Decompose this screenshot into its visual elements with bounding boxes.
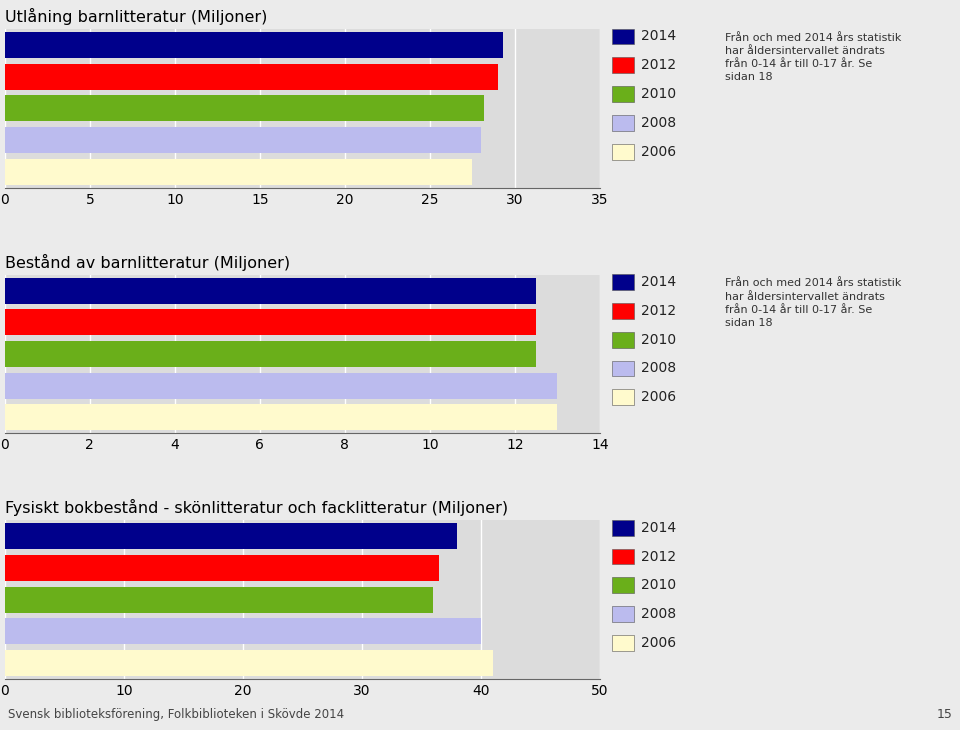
Bar bbox=[5, 523, 457, 549]
Bar bbox=[5, 341, 537, 367]
Text: 2014: 2014 bbox=[641, 29, 677, 44]
Text: Från och med 2014 års statistik
har åldersintervallet ändrats
från 0-14 år till : Från och med 2014 års statistik har ålde… bbox=[725, 278, 901, 328]
Text: 2014: 2014 bbox=[641, 275, 677, 289]
Text: 2008: 2008 bbox=[641, 116, 677, 130]
Text: 2014: 2014 bbox=[641, 520, 677, 535]
Text: Från och med 2014 års statistik
har åldersintervallet ändrats
från 0-14 år till : Från och med 2014 års statistik har ålde… bbox=[725, 33, 901, 82]
Bar bbox=[5, 650, 492, 676]
Bar bbox=[5, 32, 503, 58]
Bar bbox=[5, 159, 472, 185]
Bar bbox=[5, 587, 433, 612]
Text: Bestånd av barnlitteratur (Miljoner): Bestånd av barnlitteratur (Miljoner) bbox=[5, 254, 290, 271]
Text: Svensk biblioteksförening, Folkbiblioteken i Skövde 2014: Svensk biblioteksförening, Folkbibliotek… bbox=[8, 708, 344, 721]
Text: 2006: 2006 bbox=[641, 636, 677, 650]
Text: 2010: 2010 bbox=[641, 87, 677, 101]
Text: 2008: 2008 bbox=[641, 607, 677, 621]
Bar bbox=[5, 277, 537, 304]
Text: Utlåning barnlitteratur (Miljoner): Utlåning barnlitteratur (Miljoner) bbox=[5, 8, 267, 26]
Text: 2012: 2012 bbox=[641, 304, 677, 318]
Bar bbox=[5, 64, 498, 90]
Text: 2012: 2012 bbox=[641, 550, 677, 564]
Bar bbox=[5, 555, 440, 581]
Text: 2010: 2010 bbox=[641, 578, 677, 592]
Bar bbox=[5, 373, 558, 399]
Bar bbox=[5, 404, 558, 431]
Text: 2006: 2006 bbox=[641, 145, 677, 158]
Bar bbox=[5, 310, 537, 335]
Text: Fysiskt bokbestånd - skönlitteratur och facklitteratur (Miljoner): Fysiskt bokbestånd - skönlitteratur och … bbox=[5, 499, 508, 517]
Text: 2010: 2010 bbox=[641, 333, 677, 347]
Bar bbox=[5, 96, 485, 121]
Text: 2012: 2012 bbox=[641, 58, 677, 72]
Text: 2008: 2008 bbox=[641, 361, 677, 375]
Bar bbox=[5, 127, 481, 153]
Bar bbox=[5, 618, 481, 645]
Text: 2006: 2006 bbox=[641, 391, 677, 404]
Text: 15: 15 bbox=[936, 708, 952, 721]
